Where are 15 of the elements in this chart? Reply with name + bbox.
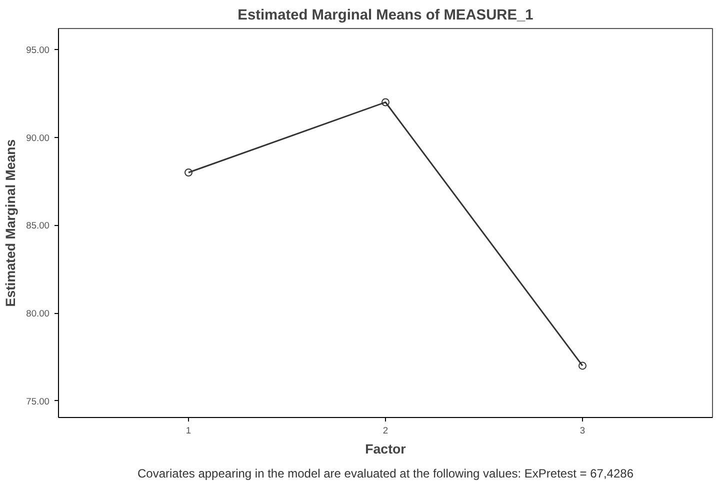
point [578,362,586,370]
point [382,98,390,106]
y-tick-label: 85.00 [26,220,50,231]
y-tick-label: 80.00 [26,308,50,319]
x-tick-label: 3 [580,426,586,436]
text: Covariates appearing in the model are evaluated at the following values: ExPretest = 67,4286 [138,466,634,480]
y-tick-label: 90.00 [26,132,50,143]
x-tick-label: 1 [186,426,192,436]
point [184,168,193,176]
y-axis-title: Estimated Marginal Means [3,139,18,307]
x-axis-title: Factor [365,442,406,456]
chart-title: Estimated Marginal Means of MEASURE_1 [238,8,534,24]
x-tick-label: 2 [382,426,388,436]
y-tick-label: 95.00 [26,45,50,56]
y-tick-label: 75.00 [26,396,50,406]
